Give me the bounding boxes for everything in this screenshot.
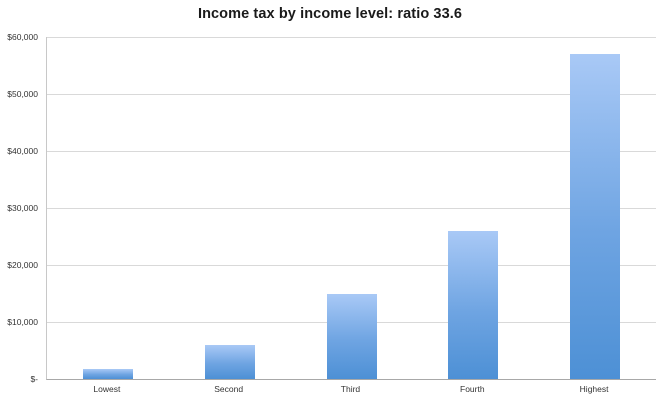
gridline (47, 37, 656, 38)
gridline (47, 94, 656, 95)
x-tick-label: Third (340, 384, 361, 394)
plot-area (46, 37, 656, 380)
bar-third (326, 293, 377, 379)
bar-fourth (448, 230, 499, 379)
x-tick-label: Fourth (460, 384, 485, 394)
x-tick-label: Lowest (93, 384, 121, 394)
x-axis: Lowest Second Third Fourth Highest (46, 384, 655, 394)
y-tick-label: $60,000 (7, 32, 38, 42)
y-tick-label: $50,000 (7, 89, 38, 99)
y-tick-label: $20,000 (7, 260, 38, 270)
bar-second (204, 344, 255, 379)
chart-title: Income tax by income level: ratio 33.6 (197, 6, 463, 22)
bar-highest (570, 54, 621, 379)
x-tick-label: Second (214, 384, 244, 394)
gridline (47, 208, 656, 209)
gridline (47, 265, 656, 266)
y-tick-label: $- (30, 374, 38, 384)
gridline (47, 151, 656, 152)
y-tick-label: $40,000 (7, 146, 38, 156)
x-tick-label: Highest (579, 384, 609, 394)
bar-lowest (82, 369, 133, 379)
y-axis: $- $10,000 $20,000 $30,000 $40,000 $50,000 $60… (0, 32, 40, 384)
y-tick-label: $30,000 (7, 203, 38, 213)
y-tick-label: $10,000 (7, 317, 38, 327)
